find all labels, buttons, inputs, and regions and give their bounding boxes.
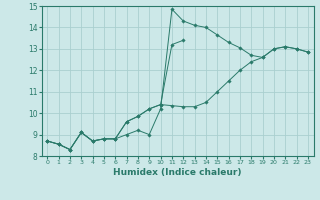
X-axis label: Humidex (Indice chaleur): Humidex (Indice chaleur) (113, 168, 242, 177)
